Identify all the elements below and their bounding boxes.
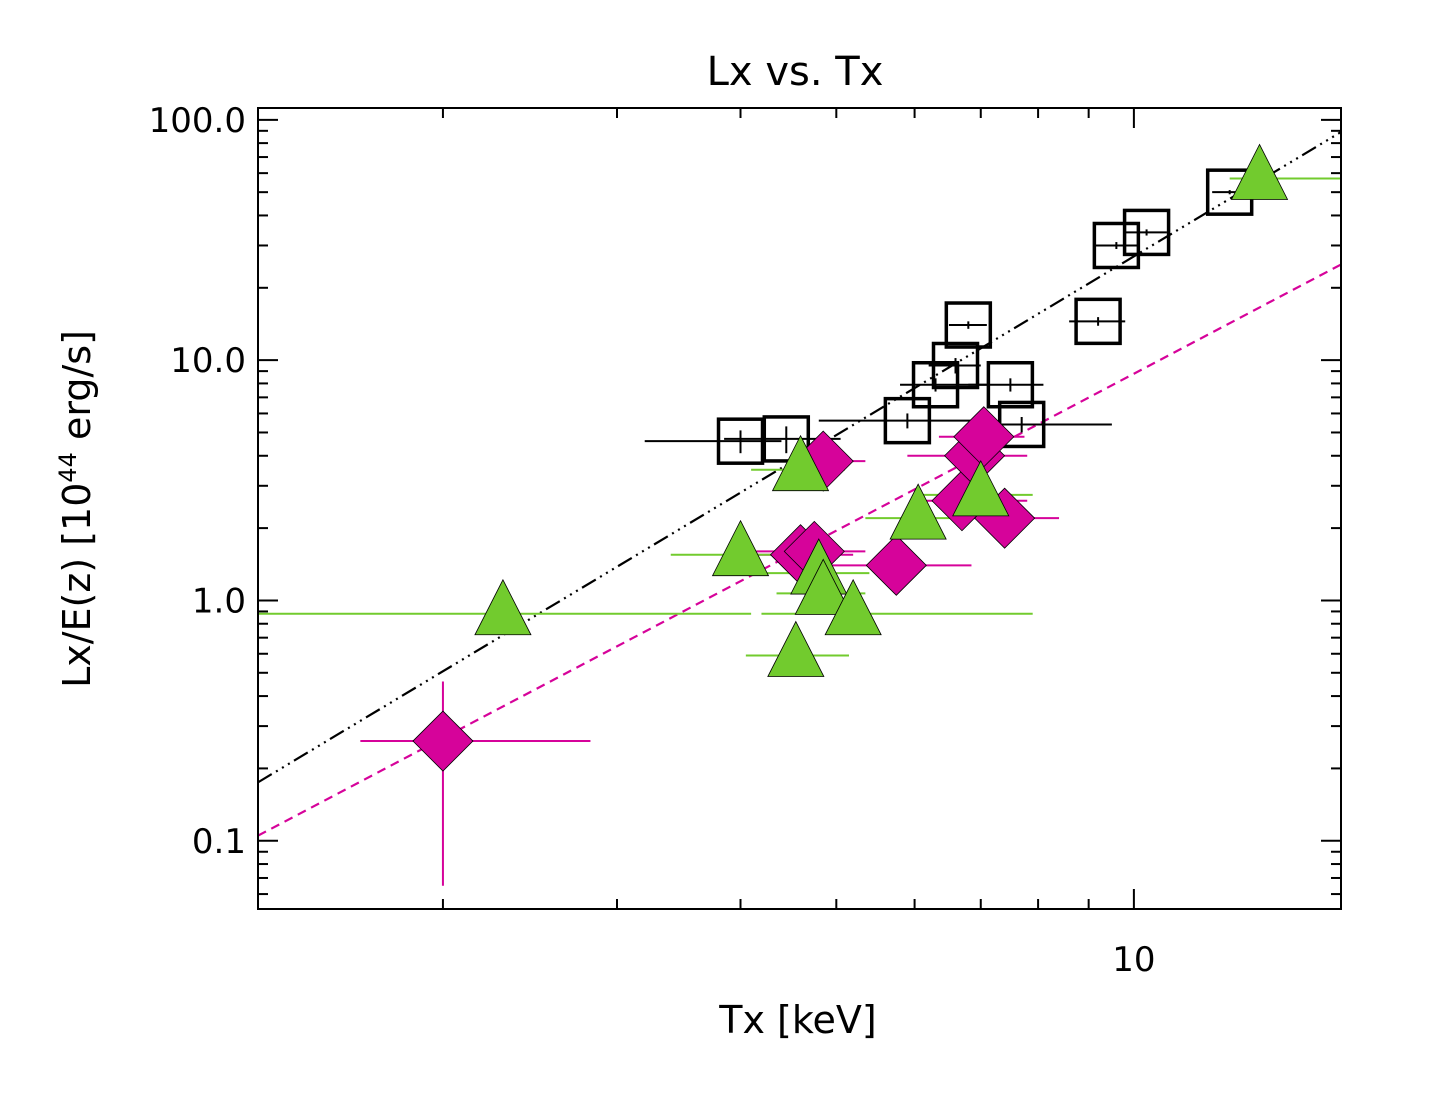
square-marker <box>716 417 765 465</box>
triangle-marker <box>824 578 882 636</box>
triangle-marker <box>889 483 947 540</box>
x-tick-label: 10 <box>1112 940 1155 980</box>
fit-line-2 <box>258 263 1341 837</box>
triangle-marker <box>1230 143 1289 200</box>
square-marker <box>883 396 932 445</box>
x-axis-label: Tx [keV] <box>718 998 876 1042</box>
diamond-marker <box>412 710 474 772</box>
y-axis-label-exponent: 44 <box>54 452 82 483</box>
y-tick-label: 10.0 <box>170 341 246 381</box>
y-axis-label-main: Lx/E(z) [10 <box>55 483 99 688</box>
chart-title: Lx vs. Tx <box>707 49 884 95</box>
y-tick-label: 1.0 <box>192 581 246 621</box>
y-tick-label: 100.0 <box>149 101 246 141</box>
data-markers <box>412 143 1289 772</box>
triangle-marker <box>771 434 830 492</box>
diamond-marker <box>865 534 927 596</box>
y-axis-label-unit: erg/s] <box>55 330 99 452</box>
tick-labels: 10 0.1 1.0 10.0 100.0 <box>149 101 1156 980</box>
triangle-marker <box>767 620 825 677</box>
triangle-marker <box>794 558 852 615</box>
square-marker <box>944 301 993 349</box>
triangle-marker <box>474 578 532 636</box>
triangle-marker <box>952 459 1010 517</box>
square-marker <box>911 360 960 409</box>
y-tick-label: 0.1 <box>192 822 246 862</box>
x-axis-ticks <box>441 108 1135 909</box>
y-axis-label: Lx/E(z) [1044 erg/s] <box>54 330 99 688</box>
square-marker <box>986 360 1035 409</box>
triangle-marker <box>711 519 770 577</box>
plot-frame <box>257 107 1342 910</box>
square-marker <box>931 341 980 390</box>
square-marker <box>1122 208 1171 257</box>
y-axis-ticks <box>258 118 1341 896</box>
square-marker <box>1074 297 1122 346</box>
square-marker <box>1092 221 1141 270</box>
square-marker <box>762 415 811 463</box>
